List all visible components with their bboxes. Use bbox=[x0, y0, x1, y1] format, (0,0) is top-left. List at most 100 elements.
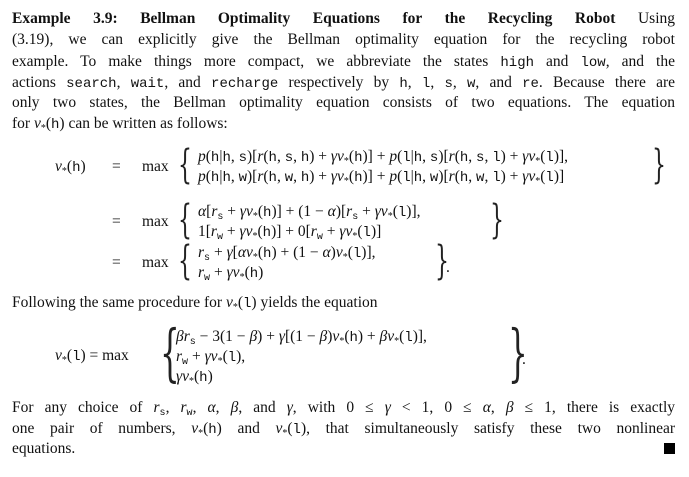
mono-text: w bbox=[186, 408, 193, 419]
subscript: s bbox=[217, 211, 223, 223]
text: ) + bbox=[257, 328, 279, 345]
mono-text: s bbox=[444, 76, 453, 92]
text: ( bbox=[222, 348, 228, 365]
subscript: w bbox=[217, 231, 223, 243]
intro-line: for v*(h) can be written as follows: bbox=[12, 113, 675, 134]
subscript: s bbox=[352, 211, 358, 223]
subscript: * bbox=[344, 176, 349, 187]
mono-text: h bbox=[262, 225, 272, 241]
mono-text: l bbox=[227, 350, 237, 366]
text: ( bbox=[45, 115, 52, 132]
text: ) + bbox=[309, 148, 331, 165]
equation-row: p(h|h, s)[r(h, s, h) + γv*(h)] + p(l|h, … bbox=[198, 147, 568, 167]
text: ) + bbox=[309, 168, 331, 185]
text: only two states, the Bellman optimality … bbox=[12, 94, 675, 111]
text: ( bbox=[344, 328, 350, 345]
text: ) + bbox=[500, 148, 523, 165]
text: 1[ bbox=[198, 223, 211, 240]
text: )[ bbox=[247, 168, 258, 185]
math-symbol: α bbox=[322, 244, 331, 261]
text: * bbox=[343, 176, 349, 187]
text: and bbox=[534, 53, 581, 70]
equation-row: βrs − 3(1 − β) + γ[(1 − β)v*(h) + βv*(l)… bbox=[176, 327, 427, 348]
text: ) and bbox=[216, 420, 276, 437]
text: ) bbox=[330, 244, 336, 261]
mono-text: high bbox=[500, 55, 534, 71]
math-symbol: γv bbox=[330, 148, 344, 165]
text: | bbox=[219, 168, 223, 185]
text: respectively by bbox=[278, 74, 400, 91]
equation-lhs: v*(h) bbox=[55, 157, 86, 177]
text: ( bbox=[348, 168, 355, 185]
math-symbol: γv bbox=[374, 203, 388, 220]
math-symbol: r bbox=[310, 223, 317, 240]
text: , bbox=[468, 148, 477, 165]
math-symbol: β bbox=[505, 399, 514, 416]
right-brace-icon: } bbox=[490, 197, 504, 243]
math-symbol: r bbox=[153, 399, 160, 416]
text: * bbox=[252, 211, 258, 222]
math-symbol: r bbox=[211, 203, 218, 220]
text: example. To make things more compact, we… bbox=[12, 53, 501, 70]
equation-row: rw + γv*(l), bbox=[176, 347, 245, 368]
max-operator: max bbox=[142, 254, 169, 271]
text: − 3(1 − bbox=[195, 328, 250, 345]
text: ( bbox=[287, 420, 293, 437]
subscript: w bbox=[186, 407, 193, 419]
text: | bbox=[410, 148, 414, 165]
text: , bbox=[452, 74, 467, 91]
text: , bbox=[116, 74, 131, 91]
text: * bbox=[232, 302, 238, 313]
text: ( bbox=[66, 347, 73, 364]
subscript: s bbox=[160, 407, 166, 419]
mono-text: h bbox=[199, 370, 208, 386]
qed-square-icon bbox=[664, 443, 675, 454]
mono-text: w bbox=[284, 170, 294, 186]
mono-text: h bbox=[354, 170, 363, 186]
text: , bbox=[484, 168, 493, 185]
text: ( bbox=[399, 328, 405, 345]
text: * bbox=[252, 252, 258, 263]
mono-text: wait bbox=[130, 76, 165, 92]
text: , bbox=[422, 168, 430, 185]
subscript: s bbox=[190, 336, 196, 348]
math-symbol: γv bbox=[204, 348, 218, 365]
mono-text: w bbox=[476, 170, 485, 186]
subscript: * bbox=[343, 252, 348, 263]
text: ), that simultaneously satisfy these two… bbox=[300, 420, 675, 437]
text: ( bbox=[397, 168, 403, 185]
text: ( bbox=[237, 294, 243, 311]
math-symbol: r bbox=[176, 348, 183, 365]
text: )], bbox=[412, 328, 427, 345]
math-symbol: r bbox=[346, 203, 353, 220]
text: . Because there are bbox=[538, 74, 676, 91]
subscript: * bbox=[253, 252, 258, 263]
math-symbol: β bbox=[249, 328, 258, 345]
right-brace-icon: } bbox=[508, 316, 528, 389]
mono-text: s bbox=[429, 150, 439, 166]
text: ( bbox=[203, 420, 209, 437]
text: ) + (1 − bbox=[271, 244, 323, 261]
text: * bbox=[342, 252, 348, 263]
subscript: * bbox=[535, 176, 540, 187]
text: * bbox=[61, 355, 67, 366]
equals-sign: = bbox=[112, 158, 121, 175]
text: ( bbox=[194, 368, 200, 385]
math-symbol: r bbox=[198, 264, 205, 281]
math-symbol: γv bbox=[239, 203, 253, 220]
text: , bbox=[484, 148, 493, 165]
closing-line: equations. bbox=[12, 438, 675, 459]
equation-row: rs + γ[αv*(h) + (1 − α)v*(l)], bbox=[198, 243, 375, 264]
text: ) + bbox=[500, 168, 523, 185]
subscript: w bbox=[317, 231, 323, 243]
math-symbol: γv bbox=[339, 223, 353, 240]
text: | bbox=[410, 168, 414, 185]
left-brace-icon: { bbox=[178, 238, 192, 284]
mono-text: l bbox=[397, 205, 407, 221]
math-symbol: r bbox=[448, 148, 455, 165]
text: )] + bbox=[362, 168, 390, 185]
text: + bbox=[223, 203, 240, 220]
text: , bbox=[276, 148, 285, 165]
math-symbol: r bbox=[198, 244, 205, 261]
math-symbol: r bbox=[257, 168, 264, 185]
